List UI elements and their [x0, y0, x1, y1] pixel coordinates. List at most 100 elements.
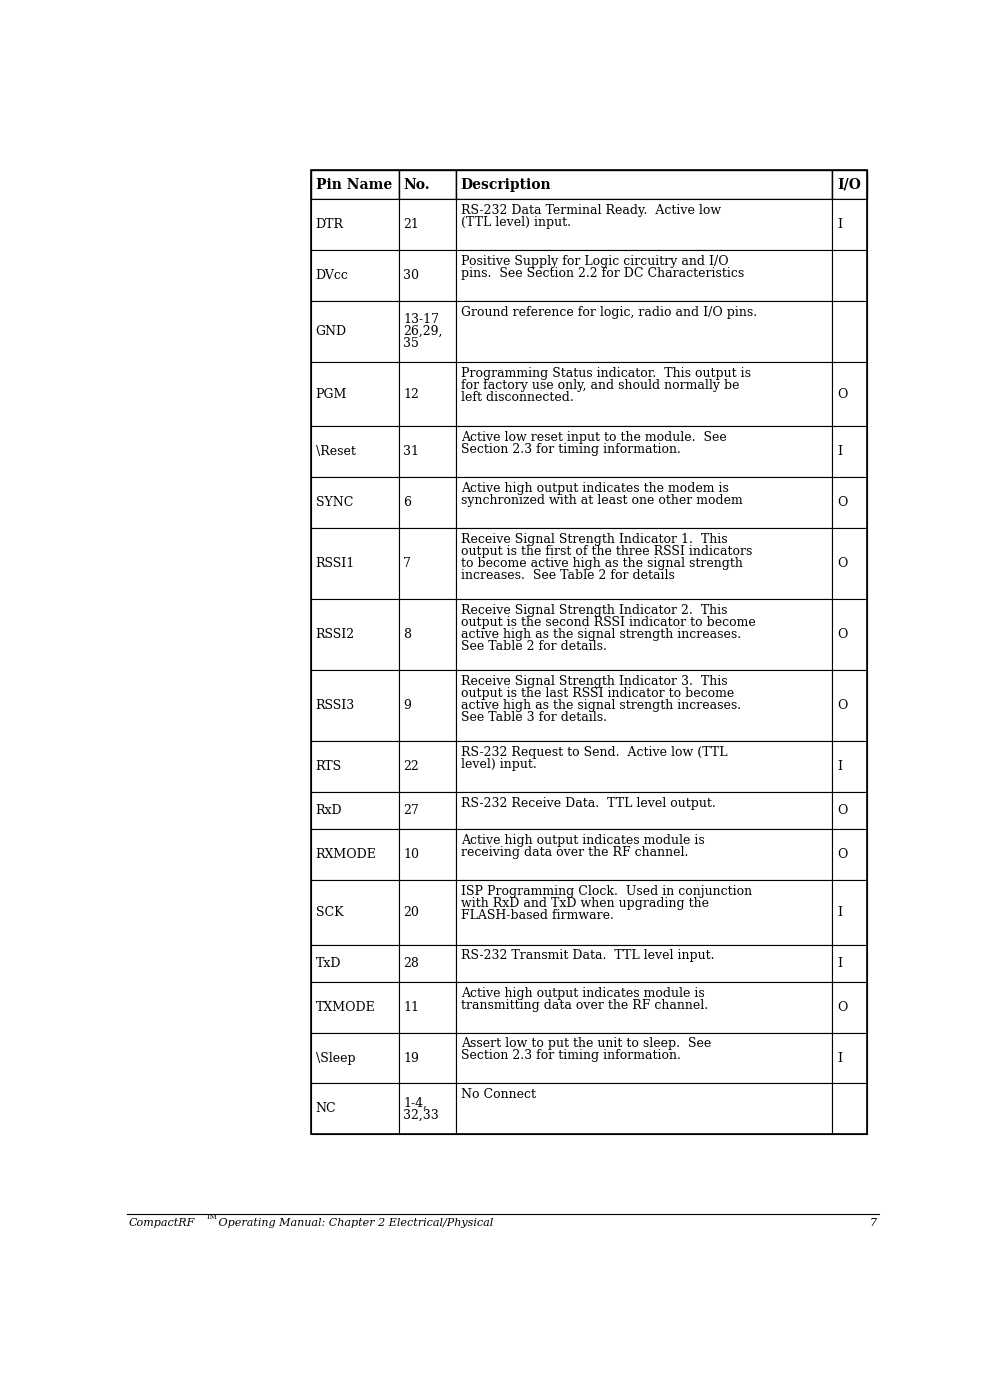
Bar: [456, 830, 832, 880]
Text: output is the first of the three RSSI indicators: output is the first of the three RSSI in…: [461, 544, 752, 558]
Text: No.: No.: [403, 178, 430, 192]
Bar: [456, 982, 832, 1032]
Text: output is the last RSSI indicator to become: output is the last RSSI indicator to bec…: [461, 687, 734, 700]
Text: I: I: [837, 218, 842, 231]
Bar: [311, 792, 398, 830]
Text: NC: NC: [316, 1102, 336, 1115]
Bar: [456, 741, 832, 792]
Text: 12: 12: [403, 388, 419, 400]
Text: Active high output indicates module is: Active high output indicates module is: [461, 986, 704, 1000]
Bar: [398, 527, 456, 599]
Bar: [456, 670, 832, 741]
Text: 35: 35: [403, 337, 419, 350]
Bar: [398, 200, 456, 250]
Text: TxD: TxD: [316, 957, 341, 970]
Text: SYNC: SYNC: [316, 497, 353, 509]
Text: SCK: SCK: [316, 907, 343, 919]
Bar: [311, 830, 398, 880]
Bar: [398, 477, 456, 527]
Text: RTS: RTS: [316, 760, 341, 774]
Text: O: O: [837, 1000, 848, 1014]
Text: 20: 20: [403, 907, 419, 919]
Text: Receive Signal Strength Indicator 2.  This: Receive Signal Strength Indicator 2. Thi…: [461, 604, 727, 617]
Bar: [832, 880, 866, 944]
Bar: [398, 250, 456, 301]
Text: O: O: [837, 497, 848, 509]
Text: PGM: PGM: [316, 388, 347, 400]
Text: Assert low to put the unit to sleep.  See: Assert low to put the unit to sleep. See: [461, 1038, 711, 1051]
Text: I/O: I/O: [837, 178, 861, 192]
Text: Ground reference for logic, radio and I/O pins.: Ground reference for logic, radio and I/…: [461, 306, 756, 319]
Bar: [832, 599, 866, 670]
Bar: [456, 792, 832, 830]
Text: Active high output indicates the modem is: Active high output indicates the modem i…: [461, 483, 729, 495]
Text: GND: GND: [316, 325, 346, 339]
Bar: [456, 301, 832, 362]
Text: RSSI2: RSSI2: [316, 628, 355, 641]
Text: O: O: [837, 388, 848, 400]
Bar: [311, 670, 398, 741]
Text: (TTL level) input.: (TTL level) input.: [461, 217, 571, 229]
Text: with RxD and TxD when upgrading the: with RxD and TxD when upgrading the: [461, 897, 708, 909]
Text: I: I: [837, 1052, 842, 1065]
Text: CompactRF: CompactRF: [129, 1217, 195, 1228]
Bar: [832, 1083, 866, 1135]
Bar: [832, 427, 866, 477]
Bar: [832, 250, 866, 301]
Text: Description: Description: [461, 178, 551, 192]
Text: 6: 6: [403, 497, 411, 509]
Bar: [456, 1032, 832, 1083]
Text: ISP Programming Clock.  Used in conjunction: ISP Programming Clock. Used in conjuncti…: [461, 886, 751, 898]
Text: Active high output indicates module is: Active high output indicates module is: [461, 834, 704, 848]
Bar: [832, 944, 866, 982]
Bar: [832, 1032, 866, 1083]
Bar: [456, 427, 832, 477]
Text: Programming Status indicator.  This output is: Programming Status indicator. This outpu…: [461, 367, 750, 381]
Text: active high as the signal strength increases.: active high as the signal strength incre…: [461, 700, 741, 712]
Bar: [832, 830, 866, 880]
Text: \Sleep: \Sleep: [316, 1052, 355, 1065]
Bar: [832, 670, 866, 741]
Text: 21: 21: [403, 218, 419, 231]
Text: RS-232 Receive Data.  TTL level output.: RS-232 Receive Data. TTL level output.: [461, 797, 715, 810]
Text: See Table 2 for details.: See Table 2 for details.: [461, 639, 606, 653]
Text: TM: TM: [206, 1213, 218, 1221]
Bar: [311, 171, 866, 1135]
Bar: [311, 477, 398, 527]
Bar: [456, 171, 832, 200]
Bar: [398, 599, 456, 670]
Text: I: I: [837, 445, 842, 459]
Text: Pin Name: Pin Name: [316, 178, 391, 192]
Text: DVcc: DVcc: [316, 269, 348, 283]
Text: 31: 31: [403, 445, 419, 459]
Text: I: I: [837, 907, 842, 919]
Bar: [456, 527, 832, 599]
Bar: [832, 362, 866, 427]
Text: 13-17: 13-17: [403, 313, 439, 326]
Text: RS-232 Transmit Data.  TTL level input.: RS-232 Transmit Data. TTL level input.: [461, 950, 714, 963]
Text: I: I: [837, 760, 842, 774]
Bar: [311, 362, 398, 427]
Text: Active low reset input to the module.  See: Active low reset input to the module. Se…: [461, 431, 727, 445]
Text: O: O: [837, 804, 848, 817]
Bar: [832, 171, 866, 200]
Bar: [398, 792, 456, 830]
Bar: [311, 171, 398, 200]
Bar: [311, 1032, 398, 1083]
Text: O: O: [837, 557, 848, 569]
Bar: [311, 1083, 398, 1135]
Text: transmitting data over the RF channel.: transmitting data over the RF channel.: [461, 999, 708, 1011]
Text: RS-232 Request to Send.  Active low (TTL: RS-232 Request to Send. Active low (TTL: [461, 746, 727, 760]
Bar: [832, 301, 866, 362]
Bar: [398, 880, 456, 944]
Text: No Connect: No Connect: [461, 1088, 536, 1101]
Text: 22: 22: [403, 760, 419, 774]
Bar: [456, 944, 832, 982]
Bar: [398, 944, 456, 982]
Text: 7: 7: [403, 557, 411, 569]
Bar: [832, 477, 866, 527]
Bar: [398, 171, 456, 200]
Text: Section 2.3 for timing information.: Section 2.3 for timing information.: [461, 1049, 681, 1062]
Bar: [398, 982, 456, 1032]
Bar: [398, 670, 456, 741]
